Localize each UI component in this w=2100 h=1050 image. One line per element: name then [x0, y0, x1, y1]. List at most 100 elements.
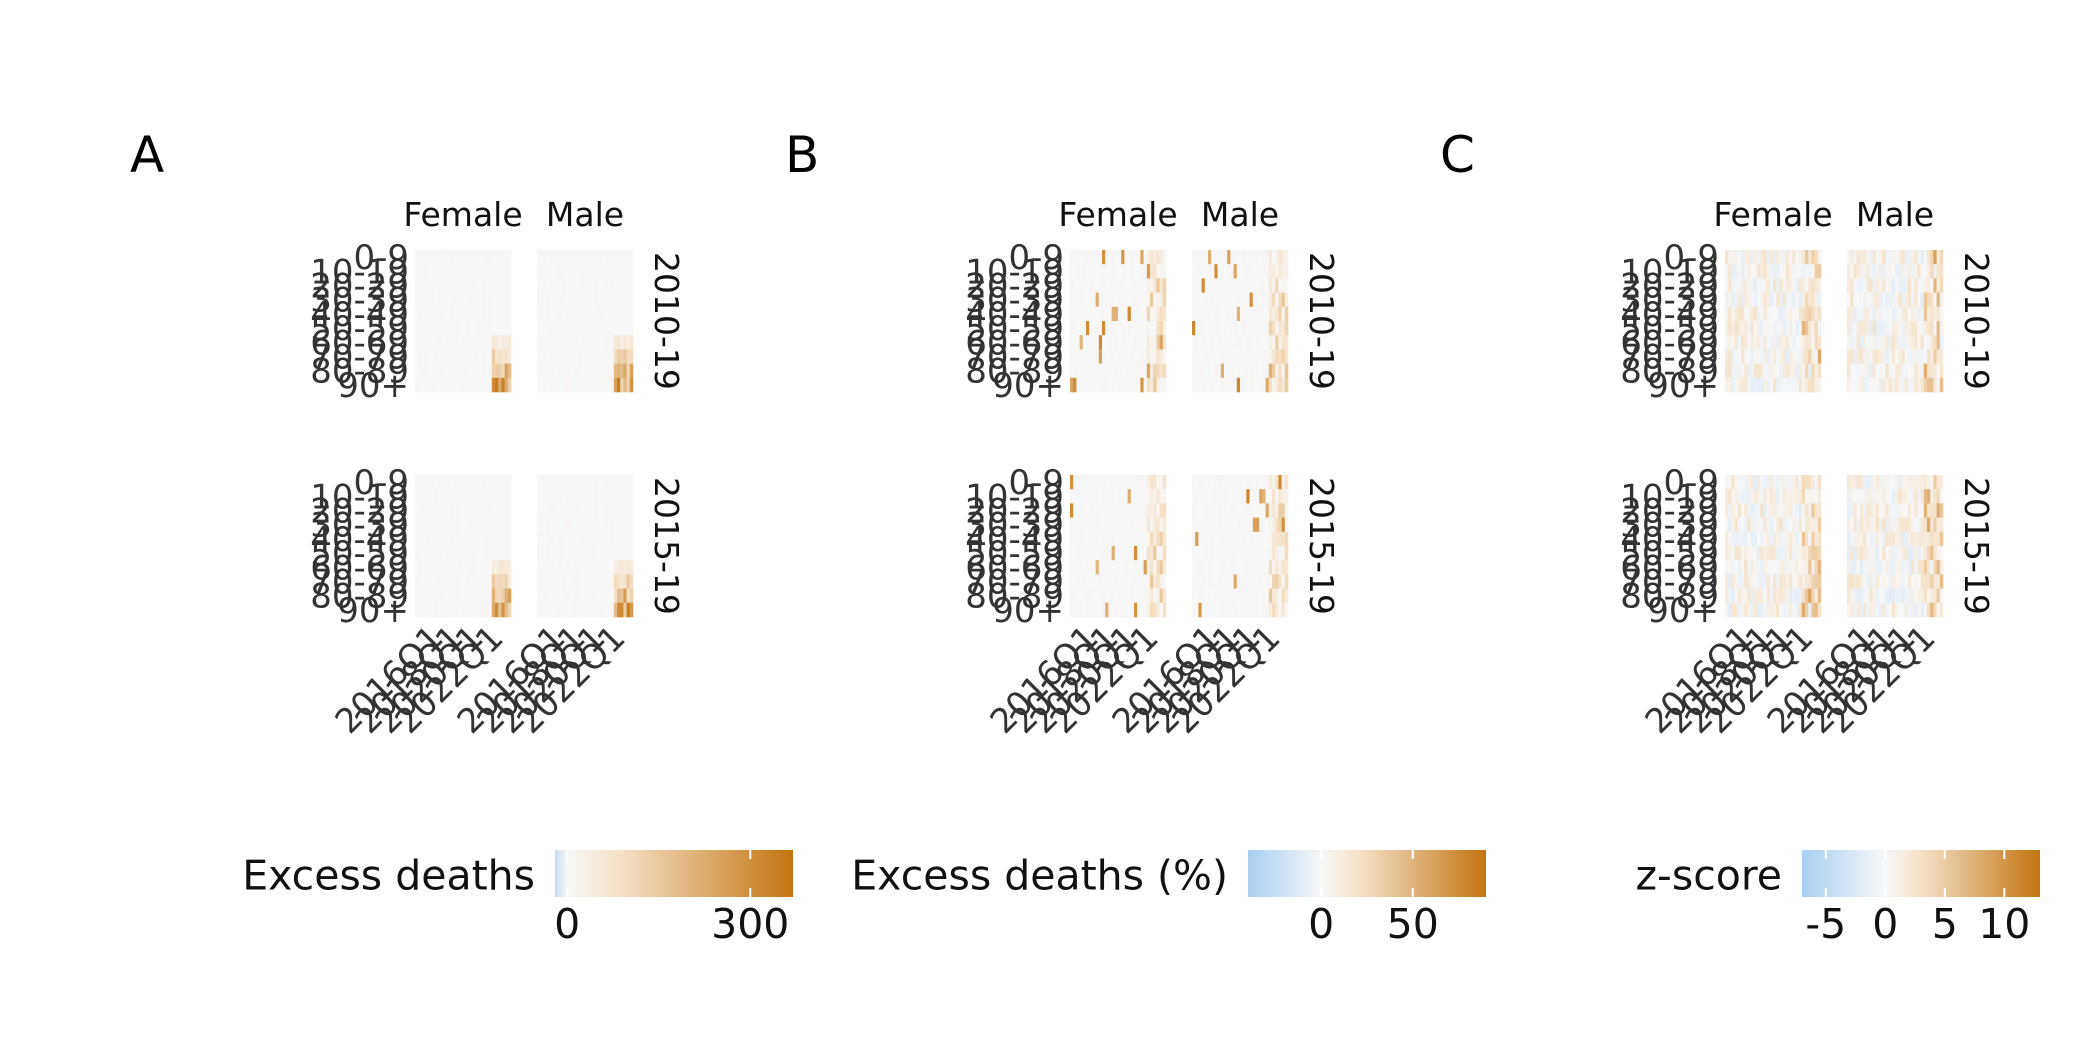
heat-cell: [1082, 264, 1087, 279]
heat-cell: [1192, 335, 1196, 350]
heat-cell: [1233, 517, 1238, 533]
heat-cell: [1233, 306, 1238, 322]
heat-cell: [507, 531, 512, 547]
heat-cell: [1246, 363, 1250, 379]
heat-cell: [1227, 250, 1231, 265]
heat-cell: [1753, 588, 1758, 604]
heat-cell: [1195, 588, 1199, 604]
heat-cell: [443, 250, 448, 265]
heat-cell: [482, 517, 486, 533]
heat-cell: [1256, 377, 1260, 393]
heat-cell: [469, 531, 473, 547]
heat-cell: [1914, 335, 1918, 350]
heat-cell: [1227, 546, 1231, 561]
heat-cell: [1885, 574, 1889, 589]
facet-label-female: Female: [1058, 195, 1177, 234]
heat-cell: [1076, 517, 1080, 533]
heat-cell: [562, 264, 567, 279]
heat-cell: [1814, 335, 1819, 350]
heat-cell: [1779, 250, 1783, 265]
heat-cell: [1856, 574, 1861, 589]
heat-cell: [1744, 335, 1748, 350]
heat-cell: [1092, 602, 1096, 618]
heat-cell: [1744, 292, 1748, 308]
heat-cell: [1795, 475, 1799, 490]
heat-cell: [469, 292, 473, 308]
heat-cell: [1252, 517, 1257, 533]
heat-cell: [1789, 335, 1793, 350]
heat-cell: [1070, 574, 1074, 589]
heat-cell: [1869, 292, 1873, 308]
heat-cell: [1805, 292, 1809, 308]
heat-cell: [1220, 306, 1225, 322]
heat-cell: [1240, 602, 1244, 618]
heat-cell: [1127, 377, 1132, 393]
heat-cell: [421, 531, 425, 547]
heat-cell: [553, 531, 557, 547]
heat-cell: [415, 574, 419, 589]
heat-cell: [1265, 377, 1270, 393]
heat-cell: [1137, 264, 1141, 279]
heat-cell: [1911, 546, 1915, 561]
heat-cell: [431, 531, 435, 547]
heat-cell: [469, 489, 473, 504]
heat-cell: [1281, 321, 1286, 336]
heat-cell: [504, 377, 509, 393]
heat-cell: [1105, 602, 1109, 618]
heat-cell: [498, 321, 502, 336]
heat-cell: [1224, 489, 1228, 504]
heat-cell: [629, 531, 634, 547]
heat-cell: [1070, 335, 1074, 350]
heat-cell: [1114, 306, 1119, 322]
heat-cell: [1920, 588, 1925, 604]
heat-cell: [559, 321, 563, 336]
heat-cell: [1741, 602, 1745, 618]
heat-cell: [1731, 475, 1735, 490]
heat-cell: [1779, 531, 1783, 547]
heat-cell: [1278, 489, 1282, 504]
heat-cell: [1863, 503, 1867, 518]
heat-cell: [1741, 475, 1745, 490]
heat-cell: [1939, 588, 1944, 604]
heat-cell: [1079, 377, 1084, 393]
heat-cell: [504, 489, 509, 504]
heat-cell: [1153, 503, 1157, 518]
heat-cell: [415, 264, 419, 279]
heat-cell: [1792, 475, 1796, 490]
heat-cell: [1882, 349, 1886, 364]
heat-cell: [601, 264, 605, 279]
heat-cell: [1792, 292, 1796, 308]
heat-cell: [1888, 335, 1893, 350]
heat-cell: [1108, 546, 1112, 561]
heat-cell: [1863, 292, 1867, 308]
heat-cell: [1747, 306, 1751, 322]
heat-cell: [1911, 321, 1915, 336]
heat-cell: [1795, 517, 1799, 533]
heat-cell: [601, 335, 605, 350]
heat-cell: [1798, 574, 1803, 589]
heat-cell: [1092, 335, 1096, 350]
heat-cell: [1256, 321, 1260, 336]
legend-tick-label: -5: [1805, 900, 1846, 948]
heat-cell: [453, 306, 457, 322]
heat-cell: [1817, 588, 1822, 604]
heat-cell: [1879, 560, 1883, 575]
heat-cell: [1808, 264, 1812, 279]
heat-cell: [1127, 306, 1132, 322]
heat-cell: [1808, 574, 1812, 589]
heat-cell: [1246, 531, 1250, 547]
heat-cell: [1236, 546, 1241, 561]
heat-cell: [1156, 517, 1160, 533]
heat-cell: [421, 546, 425, 561]
heat-cell: [1150, 475, 1154, 490]
heat-cell: [1785, 503, 1790, 518]
facet-label-female: Female: [403, 195, 522, 234]
heat-cell: [581, 588, 586, 604]
heat-cell: [549, 321, 554, 336]
heat-cell: [1224, 602, 1228, 618]
heat-cell: [453, 588, 457, 604]
heat-cell: [549, 292, 554, 308]
heat-cell: [1076, 588, 1080, 604]
heat-cell: [1278, 278, 1282, 293]
heat-cell: [1275, 503, 1279, 518]
